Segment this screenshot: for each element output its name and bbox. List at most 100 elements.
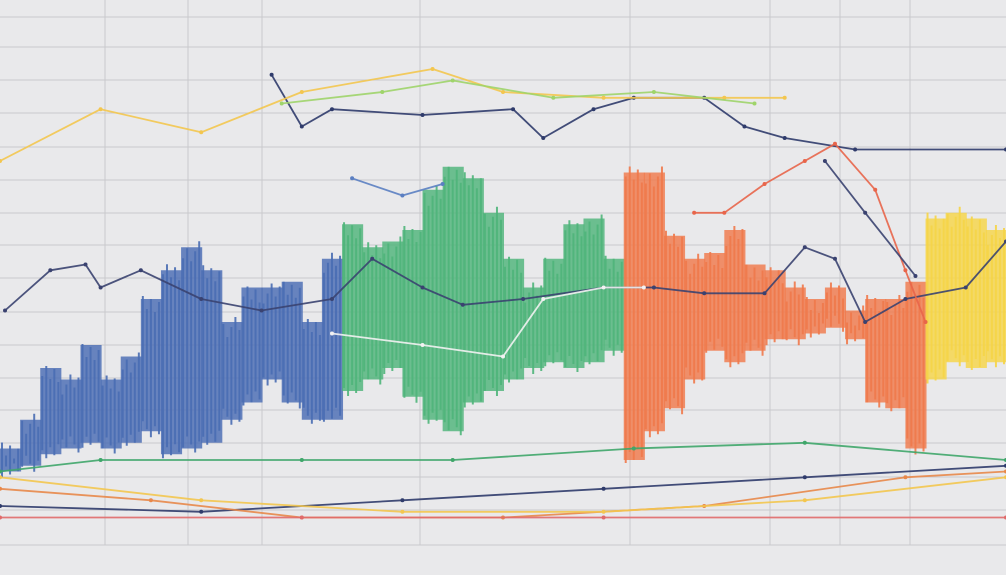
series-line [0,476,1006,513]
series-point [551,95,556,100]
series-point [299,458,304,462]
series-line [281,79,755,105]
bar [784,281,806,346]
series-point [450,458,455,462]
series-point [802,159,807,163]
series-point [903,297,908,301]
bar [744,264,766,356]
bar [543,257,565,367]
series-point [329,297,334,301]
bar [462,172,484,408]
series-point [913,274,918,278]
series-lines [0,67,1006,520]
series-point [83,262,88,267]
bar [865,295,887,408]
bar [684,253,706,384]
series-point [460,302,465,307]
series-point [782,136,787,140]
series-point [853,147,858,152]
series-point [98,285,103,290]
series-point [0,475,2,480]
series-point [822,159,827,163]
bar [503,256,525,383]
series-point [631,446,636,451]
bar [221,317,243,425]
bar [845,305,867,345]
series-point [3,308,8,313]
bar [40,366,62,459]
bar [804,297,826,338]
series-line [0,464,1006,513]
bar [60,374,82,453]
series-point [601,486,606,491]
series-point [802,245,807,250]
series-point [259,308,264,313]
bar [422,185,444,424]
bar [603,255,625,356]
bar [563,220,585,372]
series-point [199,509,204,514]
series-point [601,285,606,290]
series-point [380,90,385,94]
series-point [501,354,505,359]
bar [100,375,122,454]
series-point [541,136,546,140]
series-point [420,285,425,290]
bar [181,241,203,453]
bar [985,225,1006,368]
series-point [601,95,606,100]
bar [704,252,726,353]
bar [583,214,605,365]
bar [120,352,142,446]
series-point [329,331,334,336]
series-line [0,441,1006,473]
series-point [923,320,928,324]
bar [281,281,303,409]
series-line [270,74,1006,151]
series-point [802,440,807,445]
series-point [802,498,807,503]
bar [160,264,183,459]
series-point [742,124,747,129]
bar [764,267,786,346]
bar [643,166,665,438]
series-point [651,90,656,94]
series-point [722,210,727,215]
bar [905,281,927,455]
series-point [299,124,304,129]
series-point [782,95,787,100]
series-point [0,515,2,520]
bar [20,413,42,472]
series-point [279,101,284,106]
series-line [331,286,644,358]
series-point [98,107,103,112]
series-point [370,256,375,261]
bar [402,226,424,403]
series-point [350,176,355,181]
series-point [420,113,425,117]
series-line [4,240,1006,323]
bar [241,286,263,406]
bar [0,442,22,478]
bar [362,242,384,385]
series-point [541,297,546,301]
bar [140,296,162,438]
series-point [752,101,757,106]
series-point [863,320,868,324]
series-point [702,291,707,296]
series-point [641,285,646,290]
series-point [299,515,304,520]
series-point [601,509,606,514]
bar [663,230,686,415]
series-point [762,291,767,296]
bar [80,344,102,448]
bar [724,226,746,368]
series-point [832,141,837,146]
series-point [199,498,204,503]
series-point [802,475,807,480]
series-point [722,95,727,100]
bar [442,166,464,436]
bars [0,166,1006,478]
series-point [762,182,767,186]
